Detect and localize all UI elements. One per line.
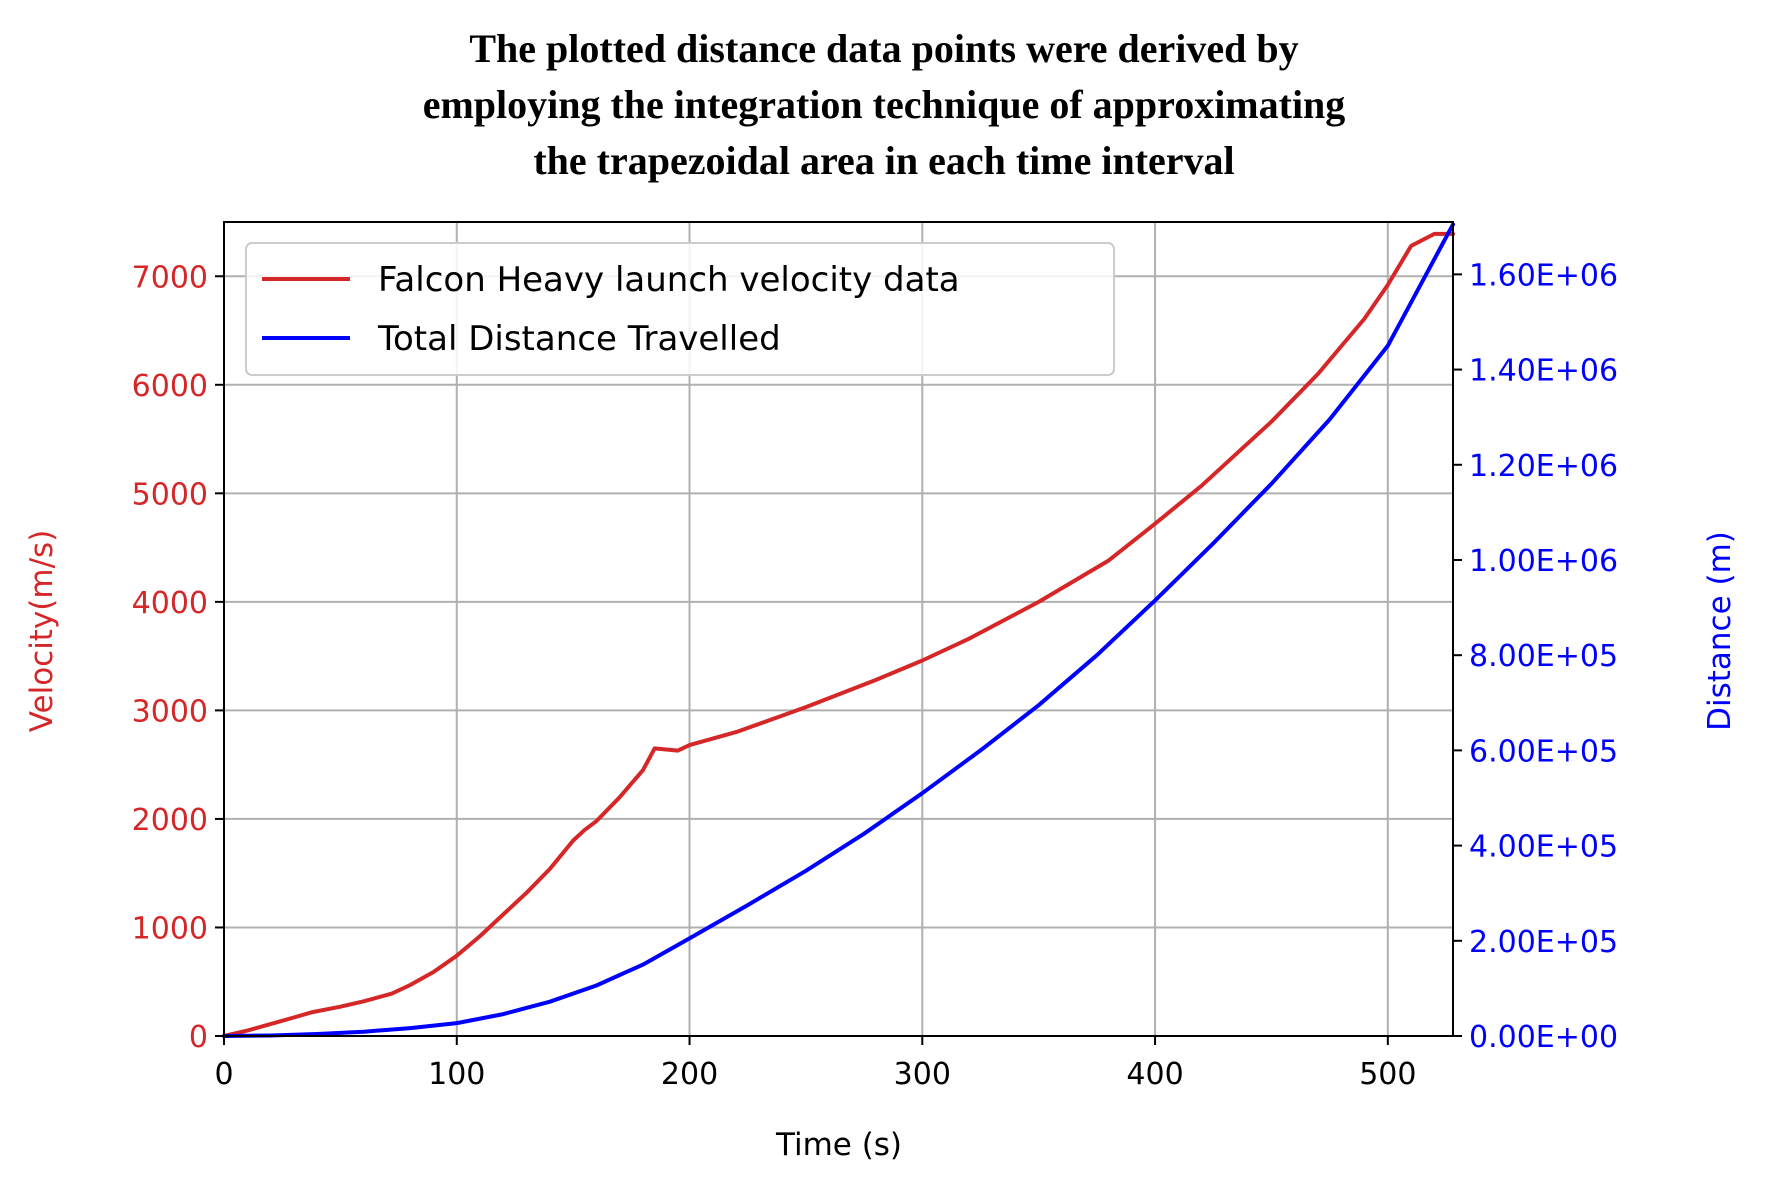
x-tick-label: 0 (214, 1057, 233, 1092)
y2-tick-label: 1.40E+06 (1469, 354, 1618, 389)
legend-box (245, 242, 1115, 376)
y-tick-label: 3000 (132, 694, 208, 729)
y2-axis-ticks: 0.00E+00 2.00E+05 4.00E+05 6.00E+05 8.00E+05… (1453, 258, 1618, 1055)
x-tick-label: 200 (661, 1057, 718, 1092)
x-tick-label: 500 (1359, 1057, 1416, 1092)
series-line-distance (222, 222, 1455, 1038)
x-tick-label: 300 (894, 1057, 951, 1092)
y2-tick-label: 8.00E+05 (1469, 639, 1618, 674)
legend-label-distance: Total Distance Travelled (377, 319, 781, 359)
chart-title: The plotted distance data points were de… (423, 26, 1346, 183)
y2-tick-label: 2.00E+05 (1469, 925, 1618, 960)
y2-tick-label: 0.00E+00 (1469, 1020, 1618, 1055)
x-tick-label: 100 (428, 1057, 485, 1092)
title-line-2: employing the integration technique of a… (423, 82, 1346, 127)
y2-tick-label: 6.00E+05 (1469, 734, 1618, 769)
y2-tick-label: 1.60E+06 (1469, 258, 1618, 293)
y-tick-label: 0 (189, 1020, 208, 1055)
x-axis-label: Time (s) (775, 1127, 902, 1163)
x-axis-ticks: 0 100 200 300 400 500 (214, 1036, 1416, 1092)
y-tick-label: 4000 (132, 586, 208, 621)
plot-frame (223, 221, 1454, 1037)
x-tick-label: 400 (1126, 1057, 1183, 1092)
y2-tick-label: 4.00E+05 (1469, 830, 1618, 865)
legend-label-velocity: Falcon Heavy launch velocity data (378, 260, 960, 300)
y-tick-label: 7000 (132, 260, 208, 295)
y-axis-label: Velocity(m/s) (24, 530, 60, 733)
y2-tick-label: 1.00E+06 (1469, 544, 1618, 579)
y2-tick-label: 1.20E+06 (1469, 449, 1618, 484)
y-tick-label: 5000 (132, 477, 208, 512)
series-line-velocity (222, 231, 1455, 1038)
y-tick-label: 2000 (132, 803, 208, 838)
series-layer (222, 222, 1455, 1038)
legend: Falcon Heavy launch velocity data Total … (245, 242, 1115, 376)
y-tick-label: 1000 (132, 911, 208, 946)
title-line-3: the trapezoidal area in each time interv… (533, 138, 1234, 183)
title-line-1: The plotted distance data points were de… (469, 26, 1298, 71)
y2-axis-label: Distance (m) (1702, 531, 1738, 731)
y-axis-ticks: 0 1000 2000 3000 4000 5000 6000 7000 (132, 260, 224, 1055)
y-tick-label: 6000 (132, 369, 208, 404)
